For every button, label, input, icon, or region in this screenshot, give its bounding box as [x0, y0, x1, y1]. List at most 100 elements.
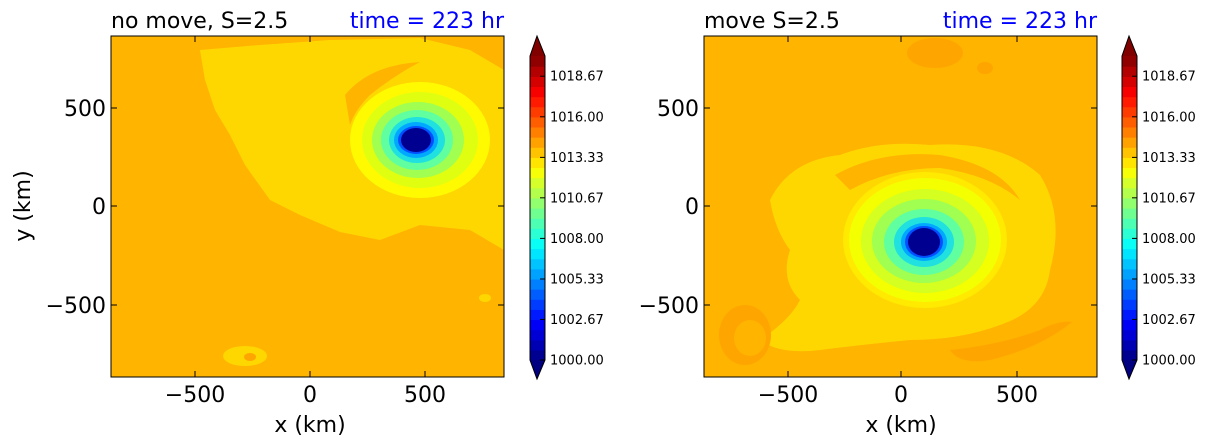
left-ytick-label: −500	[46, 294, 106, 319]
right-xtick-label: 500	[996, 383, 1038, 408]
right-xtick-label: −500	[758, 383, 818, 408]
colorbar-band	[530, 238, 545, 250]
colorbar-band	[530, 248, 545, 260]
colorbar-band	[1122, 147, 1137, 158]
left-vortex-core	[401, 128, 431, 152]
colorbar-band	[1122, 197, 1137, 209]
right-panel: move S=2.5 time = 223 hr	[639, 9, 1196, 438]
colorbar-band	[530, 339, 545, 351]
left-xtick-label: 500	[404, 383, 446, 408]
right-orange-arc	[835, 154, 1020, 200]
right-x-axis: −500 0 500 x (km)	[758, 36, 1038, 438]
colorbar-band	[530, 137, 545, 148]
colorbar-band	[1122, 126, 1137, 138]
colorbar-tick-label: 1000.00	[550, 354, 604, 369]
colorbar-band	[530, 177, 545, 189]
colorbar-band	[530, 187, 545, 199]
left-xtick-label: −500	[165, 383, 225, 408]
right-ytick-label: 0	[685, 195, 699, 220]
colorbar-tick-label: 1005.33	[550, 272, 604, 287]
colorbar-tick-label: 1018.67	[550, 70, 604, 85]
colorbar-band	[1122, 177, 1137, 189]
colorbar-band	[1122, 228, 1137, 239]
colorbar-tick-label: 1010.67	[550, 191, 604, 206]
right-ytick-label: −500	[639, 294, 699, 319]
colorbar-band	[530, 258, 545, 270]
colorbar-band	[530, 208, 545, 219]
left-x-axis-label: x (km)	[274, 413, 345, 438]
left-panel: no move, S=2.5 time = 223 hr	[11, 9, 604, 438]
right-x-axis-label: x (km)	[865, 413, 936, 438]
colorbar-band	[530, 76, 545, 87]
colorbar-band	[1122, 56, 1137, 67]
colorbar-band	[530, 218, 545, 229]
colorbar-band	[530, 289, 545, 300]
colorbar-band	[1122, 208, 1137, 219]
colorbar-band	[530, 299, 545, 310]
colorbar-band	[530, 228, 545, 239]
left-small-eddy-core	[244, 353, 256, 361]
colorbar-tick-label: 1008.00	[550, 232, 604, 247]
colorbar-tick-label: 1002.67	[550, 313, 604, 328]
left-y-axis: 500 0 −500 y (km)	[11, 97, 504, 319]
left-colorbar-max-extend	[530, 36, 545, 56]
colorbar-band	[530, 197, 545, 209]
colorbar-band	[1122, 167, 1137, 179]
colorbar-band	[1122, 339, 1137, 351]
colorbar-tick-label: 1002.67	[1142, 313, 1196, 328]
colorbar-band	[530, 309, 545, 321]
colorbar-band	[530, 147, 545, 158]
colorbar-tick-label: 1018.67	[1142, 70, 1196, 85]
right-y-axis: 500 0 −500	[639, 97, 1097, 319]
colorbar-band	[530, 66, 545, 77]
colorbar-band	[1122, 218, 1137, 229]
left-colorbar: 1000.00 1002.67 1005.33 1008.00 1010.67 1013.…	[529, 34, 604, 381]
colorbar-band	[1122, 248, 1137, 260]
colorbar-tick-label: 1016.00	[1142, 110, 1196, 125]
left-orange-arc	[345, 62, 420, 125]
right-small-feature	[977, 62, 993, 74]
colorbar-band	[530, 349, 545, 361]
colorbar-band	[1122, 299, 1137, 310]
colorbar-band	[530, 157, 545, 169]
right-ytick-label: 500	[657, 97, 699, 122]
colorbar-band	[530, 116, 545, 128]
left-x-axis: −500 0 500 x (km)	[165, 36, 446, 438]
right-vortex-core	[908, 228, 940, 256]
right-panel-time-label: time = 223 hr	[943, 9, 1098, 34]
colorbar-band	[1122, 238, 1137, 250]
left-panel-title: no move, S=2.5	[111, 9, 288, 34]
colorbar-band	[530, 329, 545, 341]
left-colorbar-min-extend	[530, 360, 545, 379]
left-ytick-label: 500	[64, 97, 106, 122]
colorbar-band	[530, 56, 545, 67]
colorbar-tick-label: 1013.33	[1142, 151, 1196, 166]
right-colorbar: 1000.00 1002.67 1005.33 1008.00 1010.67 1013.…	[1121, 34, 1196, 381]
left-ytick-label: 0	[92, 195, 106, 220]
right-se-feature	[950, 321, 1072, 362]
colorbar-band	[1122, 116, 1137, 128]
left-small-feature	[479, 294, 491, 302]
colorbar-band	[1122, 319, 1137, 331]
colorbar-band	[530, 268, 545, 280]
left-y-axis-label: y (km)	[11, 170, 36, 241]
colorbar-band	[1122, 137, 1137, 148]
right-sw-eddy-inner	[734, 320, 766, 356]
colorbar-band	[1122, 106, 1137, 118]
right-colorbar-max-extend	[1122, 36, 1137, 56]
colorbar-band	[1122, 309, 1137, 321]
right-colorbar-min-extend	[1122, 360, 1137, 379]
colorbar-band	[1122, 86, 1137, 98]
colorbar-band	[1122, 66, 1137, 77]
colorbar-band	[1122, 268, 1137, 280]
colorbar-band	[1122, 329, 1137, 341]
colorbar-tick-label: 1000.00	[1142, 354, 1196, 369]
left-panel-time-label: time = 223 hr	[350, 9, 505, 34]
colorbar-band	[1122, 349, 1137, 361]
left-xtick-label: 0	[303, 383, 317, 408]
right-panel-title: move S=2.5	[704, 9, 840, 34]
colorbar-tick-label: 1013.33	[550, 151, 604, 166]
colorbar-band	[530, 126, 545, 138]
left-vortex	[350, 82, 490, 198]
